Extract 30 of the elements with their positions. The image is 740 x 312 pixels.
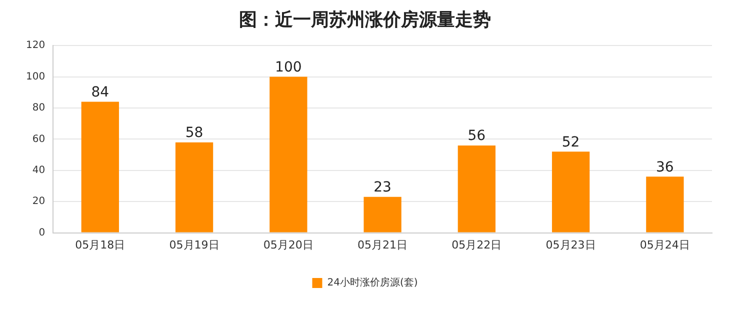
data-label: 52 [562,134,580,150]
bar [646,176,684,232]
y-tick-label: 80 [32,102,46,114]
bar [81,102,119,232]
y-tick-label: 40 [32,164,46,176]
chart-title: 图：近一周苏州涨价房源量走势 [239,9,491,30]
x-tick-label: 05月22日 [452,238,502,252]
data-label: 84 [91,84,110,100]
bar [458,145,496,232]
y-tick-label: 60 [32,134,46,145]
y-tick-label: 0 [38,227,46,238]
data-label: 36 [656,159,674,176]
x-tick-label: 05月21日 [358,238,408,252]
data-label: 56 [468,128,486,144]
x-tick-label: 05月23日 [546,238,596,252]
x-tick-label: 05月19日 [169,238,220,252]
y-tick-label: 120 [26,40,46,52]
bar [175,142,214,232]
bar [552,152,590,232]
data-label: 58 [185,124,204,141]
bar [270,76,308,232]
y-tick-label: 100 [26,71,46,82]
x-tick-label: 05月20日 [263,238,314,252]
y-tick-label: 20 [32,196,46,208]
bar [364,196,402,232]
legend-label: 24小时涨价房源(套) [327,276,418,289]
data-label: 100 [275,59,302,76]
x-tick-label: 05月24日 [640,238,690,252]
data-label: 23 [374,180,392,196]
x-tick-label: 05月18日 [75,238,126,252]
